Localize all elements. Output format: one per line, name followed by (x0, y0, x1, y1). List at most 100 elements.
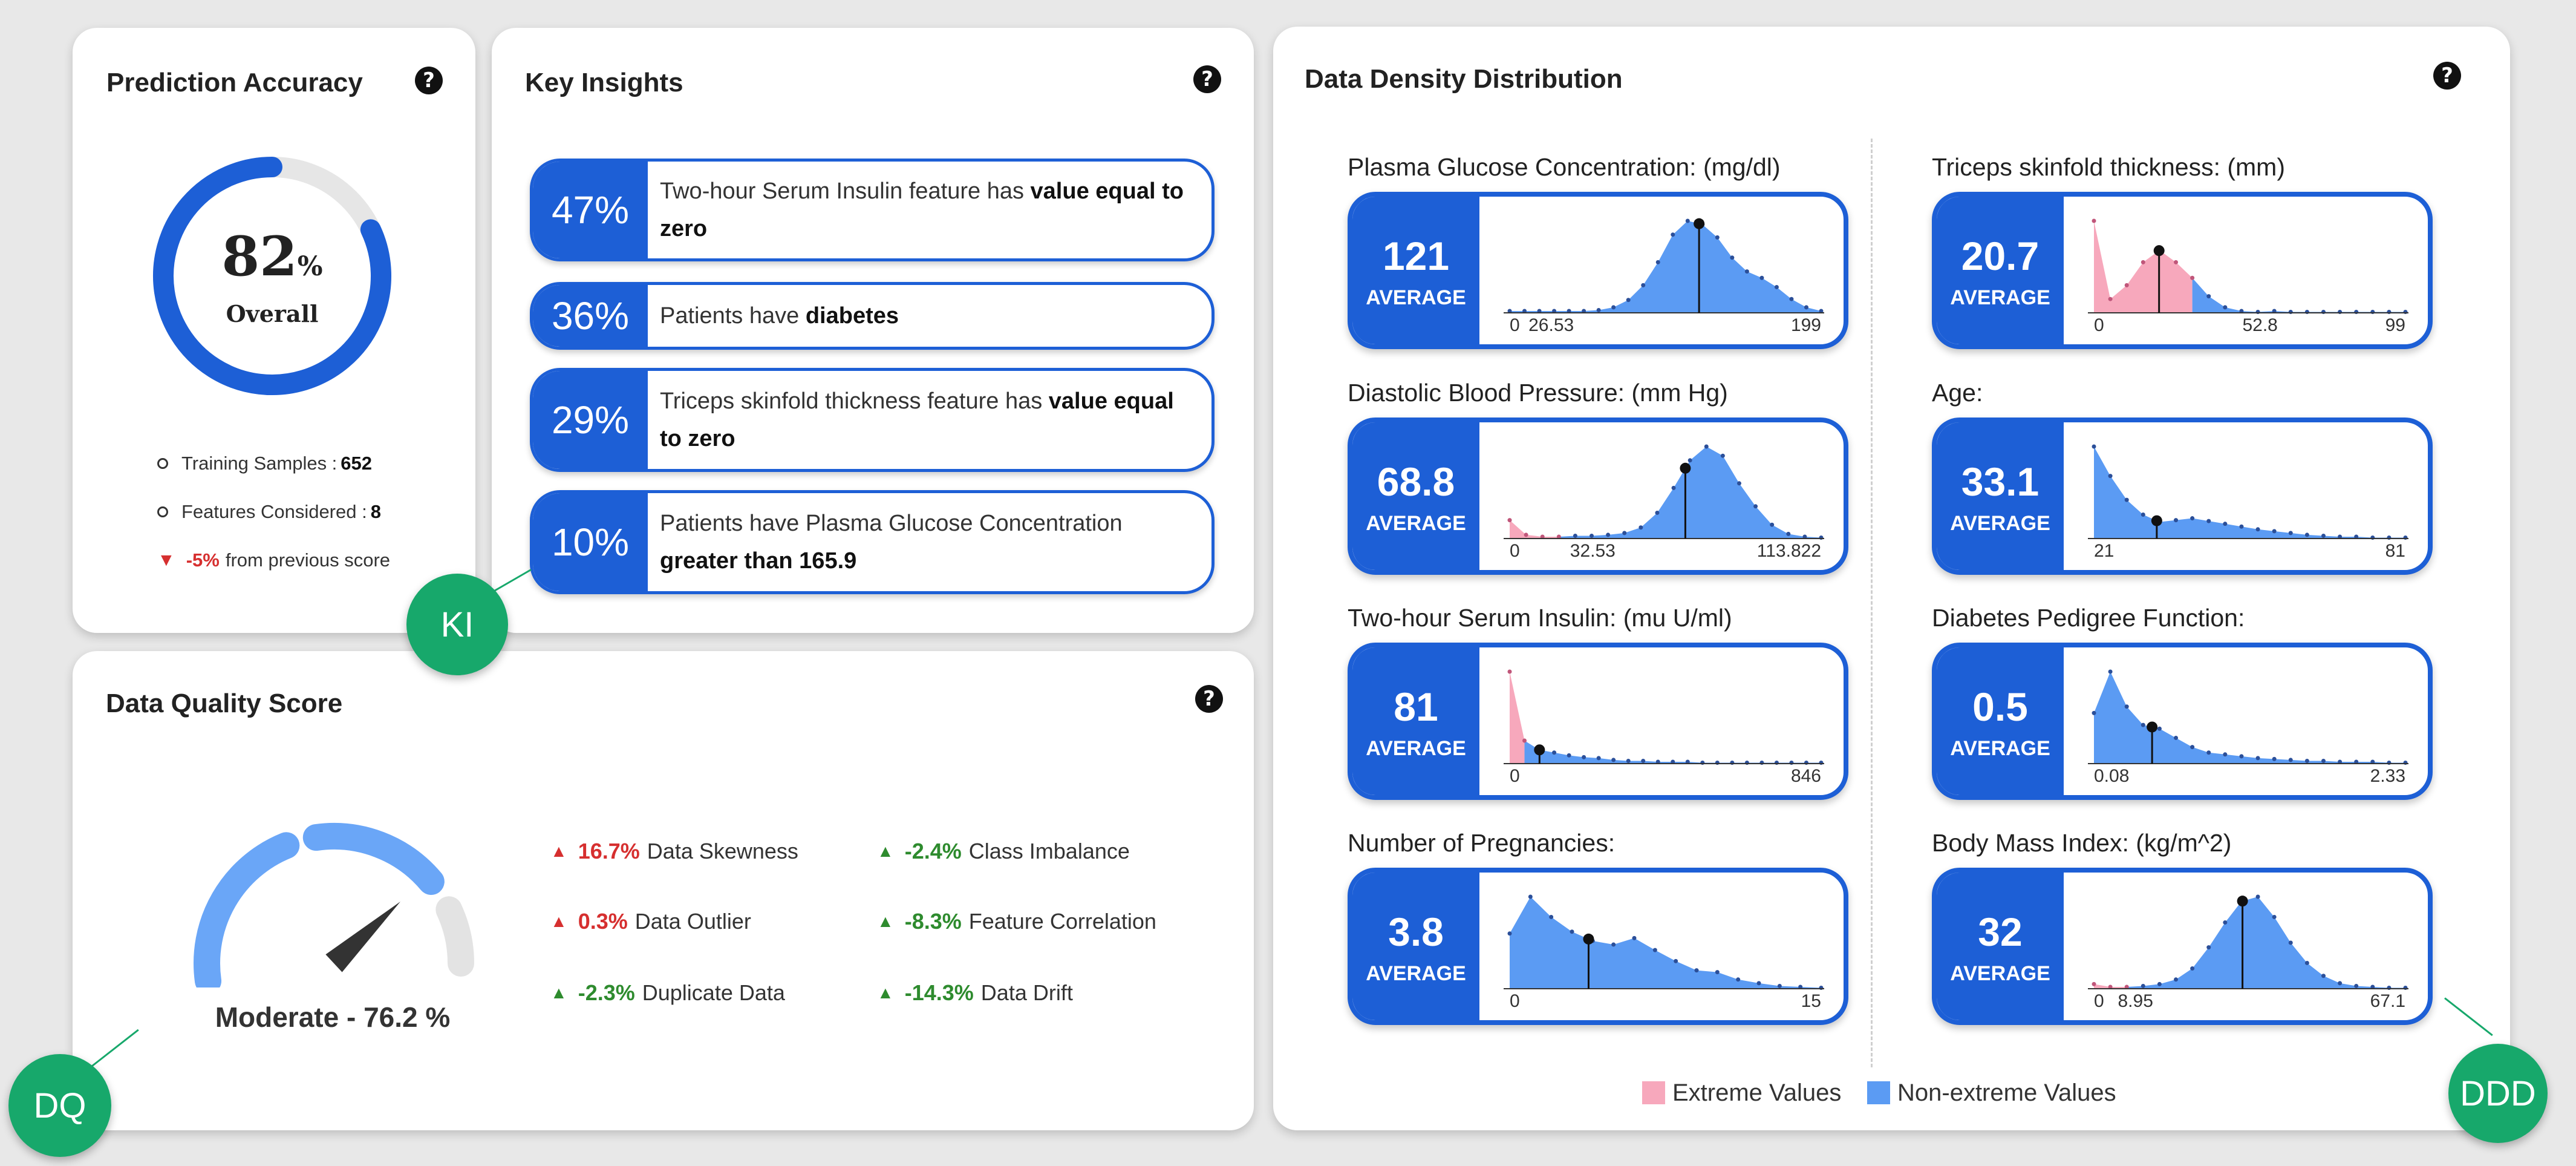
average-value: 121 (1382, 233, 1450, 278)
accuracy-value: 82% (221, 224, 323, 289)
density-point (1655, 510, 1660, 515)
help-icon[interactable]: ? (415, 67, 443, 94)
metric-class-imbalance: ▲ -2.4% Class Imbalance (877, 839, 1130, 863)
density-feature-label: Age: (1932, 379, 1983, 407)
tick-label: 15 (1801, 991, 1821, 1011)
density-point (1770, 522, 1775, 527)
help-icon[interactable]: ? (2433, 62, 2461, 90)
density-point (1802, 534, 1807, 539)
density-point (2255, 527, 2260, 532)
help-icon[interactable]: ? (1193, 65, 1221, 93)
density-point (2092, 218, 2096, 223)
tick-label: 21 (2094, 541, 2114, 561)
average-label: AVERAGE (1950, 736, 2050, 760)
density-point (1652, 948, 1657, 952)
density-point (2190, 966, 2195, 971)
density-point (1641, 758, 1646, 763)
density-feature-label: Two-hour Serum Insulin: (mu U/ml) (1348, 604, 1732, 632)
density-point (2190, 516, 2195, 521)
triangle-up-icon: ▲ (550, 842, 567, 860)
density-point (1606, 532, 1611, 537)
ki-badge: KI (406, 574, 508, 675)
density-point (2354, 983, 2359, 988)
density-point (1798, 984, 1803, 989)
tick-label: 2.33 (2370, 766, 2405, 786)
data-quality-title: Data Quality Score (106, 689, 343, 718)
density-point (1552, 309, 1557, 313)
bullet-icon (157, 458, 168, 469)
average-block: 32 AVERAGE (1937, 873, 2064, 1020)
density-point (1641, 283, 1646, 287)
triangle-up-icon: ▲ (877, 842, 894, 860)
density-point (2157, 981, 2162, 986)
non-extreme-area (1559, 447, 1821, 539)
density-point (2092, 444, 2096, 449)
non-extreme-area (1510, 897, 1821, 989)
insight-item: 10% Patients have Plasma Glucose Concent… (530, 490, 1215, 594)
column-divider (1871, 139, 1873, 1067)
average-label: AVERAGE (1950, 511, 2050, 535)
density-point (2124, 497, 2129, 502)
density-point (1756, 981, 1761, 986)
score-change: ▼ -5% from previous score (157, 549, 391, 571)
density-point (1774, 284, 1779, 289)
non-extreme-area (1524, 741, 1821, 764)
density-point (1704, 444, 1709, 449)
density-point (1632, 935, 1637, 940)
density-point (2124, 283, 2129, 287)
density-point (2206, 294, 2211, 299)
density-point (2255, 894, 2260, 899)
density-point (2321, 758, 2326, 763)
density-plot: 0 26.53 199 (1504, 218, 1824, 335)
help-icon[interactable]: ? (1195, 685, 1223, 713)
average-label: AVERAGE (1366, 286, 1466, 309)
density-point (1537, 309, 1542, 313)
insight-item: 36% Patients have diabetes (530, 282, 1215, 350)
average-block: 121 AVERAGE (1352, 197, 1479, 344)
density-point (2239, 309, 2244, 313)
tick-label: 0 (1510, 991, 1520, 1011)
insight-percent: 47% (533, 162, 648, 258)
prediction-accuracy-title: Prediction Accuracy (106, 68, 363, 97)
density-point (2174, 260, 2179, 264)
density-point (2338, 981, 2343, 986)
average-block: 3.8 AVERAGE (1352, 873, 1479, 1020)
bullet-icon (157, 506, 168, 517)
density-point (1552, 750, 1557, 755)
triangle-down-icon: ▼ (157, 550, 175, 570)
density-point (2108, 669, 2113, 674)
density-point (2174, 518, 2179, 523)
metric-data-drift: ▲ -14.3% Data Drift (877, 980, 1073, 1005)
density-point (2272, 756, 2277, 761)
legend-nonextreme-label: Non-extreme Values (1897, 1079, 2116, 1106)
triangle-up-icon: ▲ (877, 983, 894, 1002)
tick-label: 0 (1510, 766, 1520, 786)
tick-label: 0 (2094, 991, 2104, 1011)
accuracy-sublabel: Overall (226, 300, 319, 327)
density-point (1567, 753, 1571, 758)
density-point (1522, 309, 1527, 313)
triangle-up-icon: ▲ (550, 912, 567, 931)
density-point (2092, 710, 2096, 715)
average-label: AVERAGE (1950, 961, 2050, 985)
metric-duplicate-data: ▲ -2.3% Duplicate Data (550, 980, 785, 1005)
density-title: Data Density Distribution (1305, 64, 1623, 94)
density-point (2092, 981, 2096, 986)
training-samples: Training Samples :652 (157, 453, 372, 474)
density-panel: 32 AVERAGE 0 8.95 67.1 (1932, 868, 2433, 1025)
mean-marker (1534, 744, 1545, 756)
density-point (1590, 533, 1594, 538)
non-extreme-area (2192, 278, 2405, 313)
tick-label: 113.822 (1757, 541, 1821, 561)
density-panel: 121 AVERAGE 0 26.53 199 (1348, 192, 1848, 349)
density-point (2288, 940, 2293, 945)
density-plot: 0 8.95 67.1 (2088, 894, 2408, 1011)
insight-text: Triceps skinfold thickness feature has v… (660, 388, 1174, 451)
key-insights-title: Key Insights (525, 68, 683, 97)
density-point (1573, 533, 1577, 538)
density-plot: 0 846 (1504, 669, 1824, 786)
tick-label: 0 (1510, 315, 1520, 335)
density-point (1685, 759, 1690, 764)
density-point (1819, 309, 1824, 313)
density-point (2206, 945, 2211, 950)
